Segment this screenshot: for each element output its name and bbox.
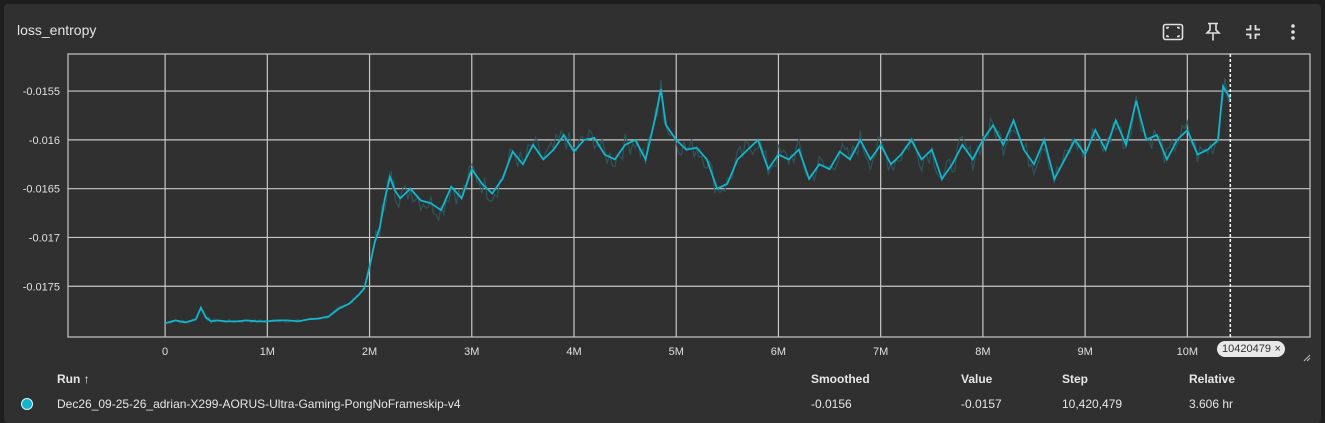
y-tick-label: -0.0165 bbox=[23, 184, 60, 196]
more-vert-icon bbox=[1291, 24, 1295, 40]
header-relative[interactable]: Relative bbox=[1189, 372, 1236, 386]
x-tick-label: 8M bbox=[975, 346, 990, 358]
line-chart[interactable]: 0 1M 2M 3M 4M 5M 6M 7M 8M 9M 10M -0.0155 -0.016 -0.01… bbox=[4, 4, 1321, 369]
header-value[interactable]: Value bbox=[961, 372, 993, 386]
row-smoothed: -0.0156 bbox=[811, 397, 852, 411]
y-tick-label: -0.0175 bbox=[23, 281, 60, 293]
series-smoothed-line bbox=[164, 83, 1232, 325]
x-tick-label: 7M bbox=[873, 346, 888, 358]
x-tick-label: 6M bbox=[771, 346, 786, 358]
y-tick-label: -0.0155 bbox=[23, 86, 60, 98]
x-tick-label: 0 bbox=[162, 346, 168, 358]
close-icon[interactable]: × bbox=[1274, 343, 1281, 355]
x-tick-label: 9M bbox=[1077, 346, 1092, 358]
y-tick-label: -0.016 bbox=[29, 135, 60, 147]
header-run[interactable]: Run ↑ bbox=[57, 372, 90, 386]
x-tick-label: 4M bbox=[566, 346, 581, 358]
x-tick-label: 1M bbox=[260, 346, 275, 358]
x-tick-label: 5M bbox=[669, 346, 684, 358]
pin-button[interactable] bbox=[1193, 18, 1233, 46]
collapse-button[interactable] bbox=[1233, 18, 1273, 46]
run-color-swatch bbox=[21, 398, 33, 410]
header-step[interactable]: Step bbox=[1062, 372, 1089, 386]
collapse-icon bbox=[1246, 25, 1260, 39]
pin-icon bbox=[1205, 22, 1221, 41]
x-tick-label: 10M bbox=[1177, 346, 1198, 358]
y-tick-label: -0.017 bbox=[29, 232, 60, 244]
resize-handle-icon[interactable] bbox=[1303, 354, 1311, 362]
row-relative: 3.606 hr bbox=[1189, 397, 1234, 411]
card-toolbar bbox=[1153, 18, 1313, 46]
card-title: loss_entropy bbox=[17, 22, 97, 38]
row-run-name: Dec26_09-25-26_adrian-X299-AORUS-Ultra-G… bbox=[57, 397, 461, 411]
fit-domain-icon bbox=[1162, 23, 1184, 41]
x-tick-label: 3M bbox=[464, 346, 479, 358]
row-step: 10,420,479 bbox=[1062, 397, 1123, 411]
step-badge[interactable]: 10420479 × bbox=[1217, 341, 1285, 357]
scalar-card: loss_entropy 0 1M 2M 3M 4M 5M 6M 7M 8M 9 bbox=[4, 4, 1321, 423]
x-tick-label: 2M bbox=[362, 346, 377, 358]
plot-frame bbox=[67, 53, 1311, 338]
fit-domain-button[interactable] bbox=[1153, 18, 1193, 46]
row-value: -0.0157 bbox=[961, 397, 1002, 411]
more-options-button[interactable] bbox=[1273, 18, 1313, 46]
step-badge-value: 10420479 bbox=[1222, 343, 1271, 355]
header-smoothed[interactable]: Smoothed bbox=[811, 372, 870, 386]
